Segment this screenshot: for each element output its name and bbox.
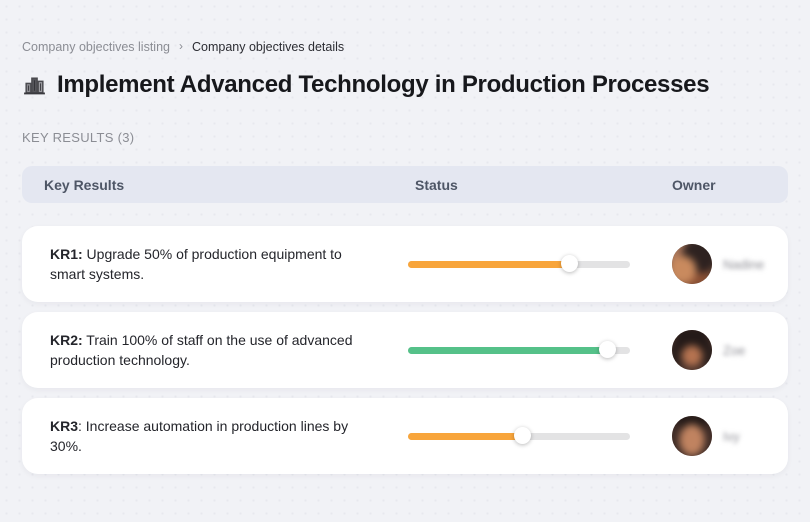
title-row: Implement Advanced Technology in Product… (22, 71, 788, 99)
key-result-row-1: KR1: Upgrade 50% of production equipment… (22, 226, 788, 302)
owner-avatar (672, 244, 712, 284)
breadcrumb-current-page: Company objectives details (192, 40, 345, 54)
table-header: Key Results Status Owner (22, 166, 788, 203)
progress-fill (408, 260, 571, 268)
progress-slider[interactable] (408, 427, 630, 445)
owner-name: Nadine (723, 256, 765, 272)
progress-thumb[interactable] (514, 427, 532, 444)
chevron-right-icon: › (179, 39, 183, 53)
column-header-owner: Owner (672, 176, 716, 193)
column-header-key-results: Key Results (44, 176, 125, 193)
owner-cell: Ivy (652, 416, 788, 456)
kr-text: : Increase automation in production line… (50, 418, 349, 454)
kr-description: KR3: Increase automation in production l… (22, 416, 380, 456)
owner-avatar (672, 416, 712, 456)
key-results-section-label: KEY RESULTS (3) (22, 130, 135, 145)
kr-text: Train 100% of staff on the use of advanc… (50, 332, 353, 368)
kr-label: KR2: (50, 332, 83, 348)
page-title: Implement Advanced Technology in Product… (57, 71, 710, 98)
key-result-row-2: KR2: Train 100% of staff on the use of a… (22, 312, 788, 388)
column-header-status: Status (415, 176, 458, 193)
owner-avatar (672, 330, 712, 370)
breadcrumb-listing-link[interactable]: Company objectives listing (22, 40, 170, 54)
breadcrumb: Company objectives listing › Company obj… (22, 0, 788, 54)
progress-thumb[interactable] (598, 341, 616, 358)
progress-fill (408, 432, 524, 440)
kr-text: Upgrade 50% of production equipment to s… (50, 246, 342, 282)
progress-slider[interactable] (408, 341, 630, 359)
kr-label: KR3 (50, 418, 79, 434)
progress-slider[interactable] (408, 255, 630, 273)
objective-details-page: Company objectives listing › Company obj… (22, 0, 788, 474)
key-result-row-3: KR3: Increase automation in production l… (22, 398, 788, 474)
owner-name: Ivy (723, 428, 740, 444)
owner-cell: Nadine (652, 244, 788, 284)
progress-fill (408, 346, 608, 354)
kr-description: KR1: Upgrade 50% of production equipment… (22, 244, 380, 284)
progress-thumb[interactable] (561, 255, 579, 272)
owner-cell: Zoe (652, 330, 788, 370)
buildings-icon (22, 73, 47, 98)
kr-label: KR1: (50, 246, 83, 262)
owner-name: Zoe (723, 342, 746, 358)
kr-description: KR2: Train 100% of staff on the use of a… (22, 330, 380, 370)
